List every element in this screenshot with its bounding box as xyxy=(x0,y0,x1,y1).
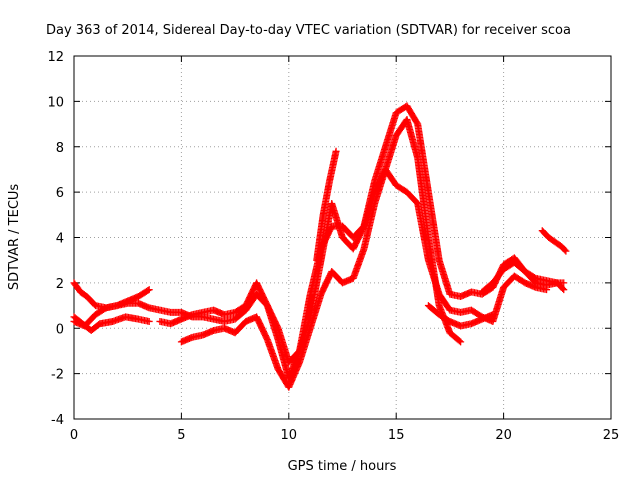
y-tick-label: 10 xyxy=(47,95,64,110)
x-tick-label: 25 xyxy=(603,428,620,443)
y-tick-label: 8 xyxy=(56,141,64,156)
y-axis-label: SDTVAR / TECUs xyxy=(7,184,22,291)
x-tick-label: 20 xyxy=(495,428,512,443)
data-point xyxy=(332,147,340,155)
x-tick-label: 5 xyxy=(177,428,185,443)
series-track-g xyxy=(424,302,497,330)
data-point xyxy=(489,311,497,319)
series-track-b xyxy=(70,313,153,335)
y-tick-label: -4 xyxy=(51,413,64,428)
data-point xyxy=(560,286,568,294)
x-tick-label: 15 xyxy=(388,428,405,443)
tick-layer: 0 5 10 15 20 25 -4 -2 0 2 4 6 8 10 12 xyxy=(47,50,619,443)
data-point xyxy=(562,247,570,255)
data-point xyxy=(561,246,569,254)
y-tick-label: 4 xyxy=(56,232,64,247)
data-point xyxy=(559,285,567,293)
series-track-i xyxy=(538,227,570,255)
y-tick-label: 2 xyxy=(56,277,64,292)
y-tick-label: -2 xyxy=(51,368,64,383)
data-point xyxy=(145,286,153,294)
x-tick-label: 0 xyxy=(70,428,78,443)
series-track-f xyxy=(313,147,340,264)
chart-title: Day 363 of 2014, Sidereal Day-to-day VTE… xyxy=(46,23,571,38)
data-point xyxy=(457,338,465,346)
marker-layer xyxy=(70,102,570,391)
data-point xyxy=(145,317,153,325)
data-point xyxy=(144,287,152,295)
series-track-h xyxy=(478,258,568,296)
x-tick-label: 10 xyxy=(281,428,298,443)
x-axis-label: GPS time / hours xyxy=(288,459,397,474)
y-tick-label: 12 xyxy=(47,50,64,65)
data-point xyxy=(455,337,463,345)
series-track-e xyxy=(156,165,551,382)
y-tick-label: 0 xyxy=(56,322,64,337)
y-tick-label: 6 xyxy=(56,186,64,201)
data-point xyxy=(560,279,568,287)
